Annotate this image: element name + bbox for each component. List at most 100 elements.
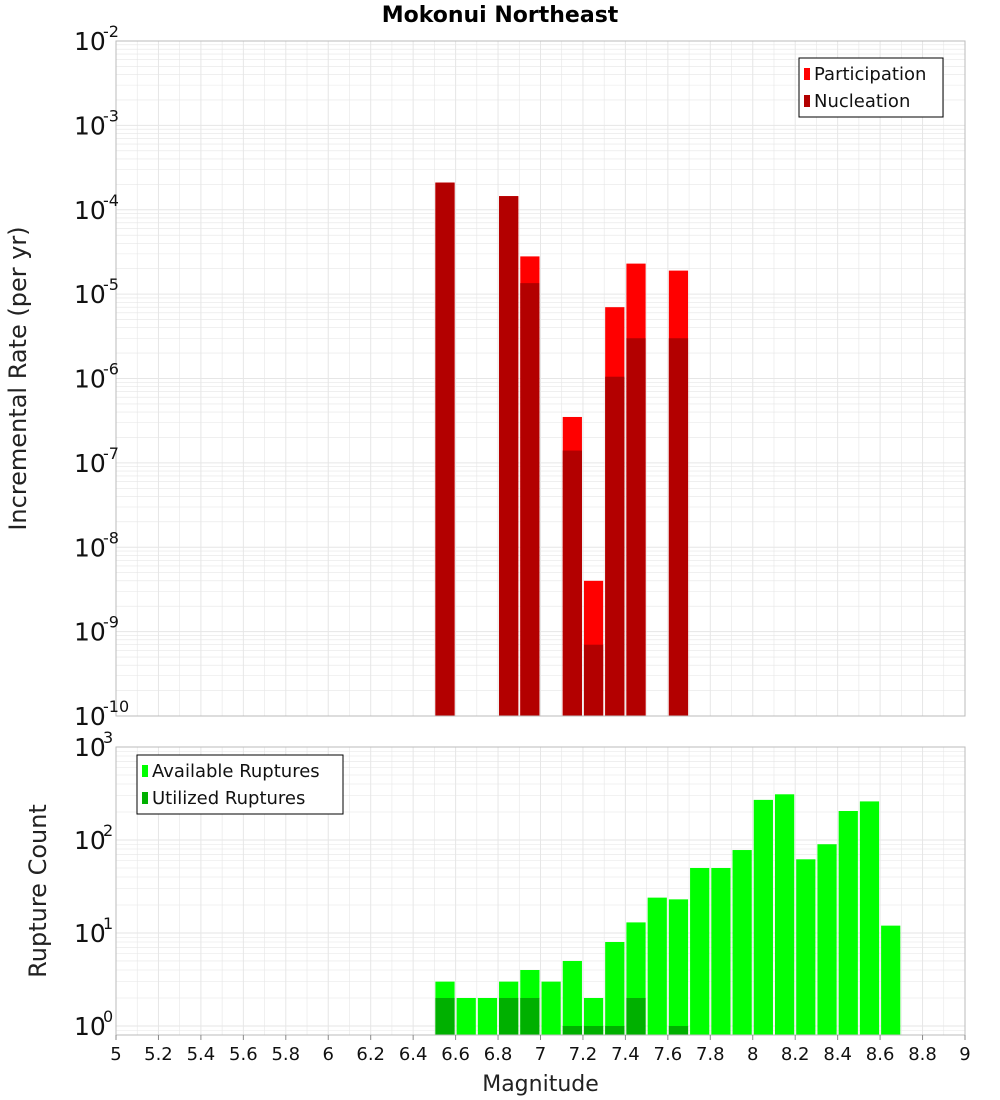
x-tick-label: 8 bbox=[747, 1044, 758, 1065]
count-bar-a bbox=[647, 897, 667, 1035]
count-bar-b bbox=[520, 997, 540, 1035]
rate-bar-b bbox=[562, 450, 582, 716]
rate-y-tick-label: 10 bbox=[74, 196, 106, 225]
rate-y-tick-exponent: -10 bbox=[103, 697, 129, 716]
count-y-tick-exponent: 0 bbox=[103, 1007, 113, 1026]
chart-title: Mokonui Northeast bbox=[382, 3, 619, 28]
count-bar-b bbox=[562, 1025, 582, 1035]
count-bar-b bbox=[605, 1025, 625, 1035]
count-y-axis-label: Rupture Count bbox=[24, 804, 52, 978]
count-y-tick-label: 10 bbox=[74, 733, 106, 762]
rate-y-tick-label: 10 bbox=[74, 702, 106, 731]
rate-y-tick-label: 10 bbox=[74, 27, 106, 56]
rate-plot-frame bbox=[115, 40, 966, 717]
count-legend-swatch bbox=[142, 765, 148, 777]
rate-y-tick-label: 10 bbox=[74, 111, 106, 140]
rate-gridlines bbox=[115, 40, 966, 717]
x-tick-label: 5.4 bbox=[187, 1044, 216, 1065]
count-bar-a bbox=[583, 997, 604, 1035]
count-bar-a bbox=[711, 867, 731, 1035]
rate-bars bbox=[435, 182, 689, 716]
count-y-tick-exponent: 3 bbox=[103, 728, 113, 747]
count-legend: Available Ruptures Utilized Ruptures bbox=[136, 754, 344, 815]
x-tick-label: 6.6 bbox=[441, 1044, 470, 1065]
rate-legend-label: Participation bbox=[814, 64, 926, 85]
rate-y-tick-label: 10 bbox=[74, 449, 106, 478]
rate-y-tick-label: 10 bbox=[74, 533, 106, 562]
x-tick-label: 6 bbox=[323, 1044, 334, 1065]
count-bar-b bbox=[435, 997, 455, 1035]
rate-bar-b bbox=[626, 338, 646, 716]
rate-legend-swatch bbox=[804, 68, 810, 80]
count-bar-a bbox=[477, 997, 498, 1035]
count-bar-a bbox=[732, 850, 752, 1035]
count-bar-b bbox=[668, 1025, 689, 1035]
x-tick-label: 7.2 bbox=[569, 1044, 598, 1065]
rate-y-tick-exponent: -6 bbox=[103, 360, 119, 379]
count-y-tick-exponent: 2 bbox=[103, 821, 113, 840]
x-ticks: 5 5.2 5.4 5.6 5.8 6 6.2 6.4 6.6 6.8 7 7.2 7.4 7.6 7.8 8… bbox=[110, 1035, 971, 1065]
rate-bar-b bbox=[499, 196, 519, 716]
x-tick-label: 5.8 bbox=[271, 1044, 300, 1065]
rate-y-tick-label: 10 bbox=[74, 280, 106, 309]
x-tick-label: 5.2 bbox=[144, 1044, 173, 1065]
rate-y-tick-exponent: -5 bbox=[103, 275, 119, 294]
x-tick-label: 8.6 bbox=[866, 1044, 895, 1065]
count-bar-a bbox=[456, 997, 476, 1035]
x-tick-label: 7.4 bbox=[611, 1044, 640, 1065]
rate-bar-b bbox=[583, 644, 604, 716]
rate-bar-b bbox=[668, 338, 689, 716]
rate-bar-b bbox=[520, 283, 540, 716]
rate-legend-box bbox=[798, 57, 944, 118]
count-bar-a bbox=[541, 981, 561, 1035]
count-bar-a bbox=[690, 867, 710, 1035]
count-bar-a bbox=[838, 811, 858, 1035]
rate-y-tick-exponent: -2 bbox=[103, 22, 119, 41]
rate-legend: Participation Nucleation bbox=[798, 57, 944, 118]
count-legend-box bbox=[136, 754, 344, 815]
rate-y-axis-label: Incremental Rate (per yr) bbox=[4, 226, 32, 530]
count-bar-a bbox=[796, 859, 816, 1035]
x-tick-label: 7.6 bbox=[654, 1044, 683, 1065]
rate-y-tick-exponent: -7 bbox=[103, 444, 119, 463]
count-bar-b bbox=[626, 997, 646, 1035]
count-bar-a bbox=[817, 844, 837, 1035]
count-bar-a bbox=[668, 899, 689, 1035]
rate-bar-b bbox=[435, 182, 455, 716]
count-legend-swatch bbox=[142, 792, 148, 804]
x-axis-label: Magnitude bbox=[482, 1072, 599, 1097]
x-tick-label: 6.2 bbox=[356, 1044, 385, 1065]
rate-y-tick-exponent: -8 bbox=[103, 528, 119, 547]
count-bar-a bbox=[881, 925, 901, 1035]
x-tick-label: 5 bbox=[110, 1044, 121, 1065]
rate-y-tick-exponent: -9 bbox=[103, 613, 119, 632]
count-legend-label: Utilized Ruptures bbox=[152, 788, 305, 809]
x-tick-label: 6.4 bbox=[399, 1044, 428, 1065]
count-bar-a bbox=[562, 960, 582, 1035]
x-tick-label: 8.8 bbox=[908, 1044, 937, 1065]
rate-bar-b bbox=[605, 376, 625, 716]
x-tick-label: 8.4 bbox=[823, 1044, 852, 1065]
x-tick-label: 9 bbox=[959, 1044, 970, 1065]
count-bar-b bbox=[583, 1025, 604, 1035]
rate-y-tick-exponent: -4 bbox=[103, 191, 119, 210]
x-tick-label: 5.6 bbox=[229, 1044, 258, 1065]
count-y-tick-label: 10 bbox=[74, 826, 106, 855]
rate-y-tick-label: 10 bbox=[74, 618, 106, 647]
rate-y-tick-label: 10 bbox=[74, 365, 106, 394]
count-y-tick-exponent: 1 bbox=[103, 914, 113, 933]
count-y-tick-label: 10 bbox=[74, 1012, 106, 1041]
count-bar-a bbox=[753, 799, 773, 1035]
count-legend-label: Available Ruptures bbox=[152, 761, 320, 782]
count-bar-a bbox=[859, 801, 880, 1035]
x-tick-label: 7 bbox=[535, 1044, 546, 1065]
rate-y-tick-exponent: -3 bbox=[103, 106, 119, 125]
rate-legend-swatch bbox=[804, 95, 810, 107]
x-tick-label: 8.2 bbox=[781, 1044, 810, 1065]
count-bars bbox=[435, 794, 901, 1035]
count-bar-a bbox=[605, 942, 625, 1035]
